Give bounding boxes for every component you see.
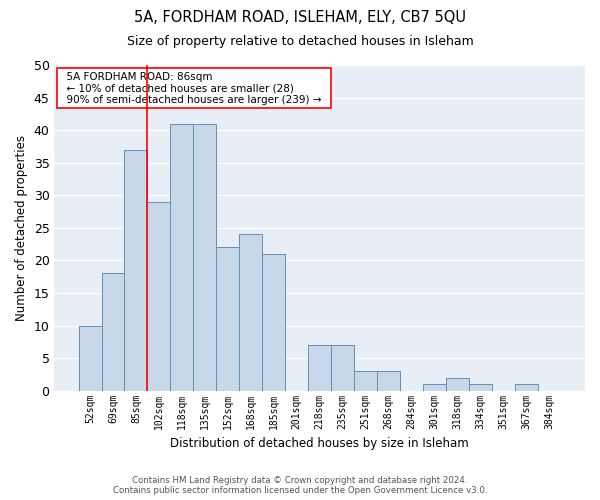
Bar (101, 274, 124, 390)
Text: 5A, FORDHAM ROAD, ISLEHAM, ELY, CB7 5QU: 5A, FORDHAM ROAD, ISLEHAM, ELY, CB7 5QU (134, 10, 466, 25)
Text: Size of property relative to detached houses in Isleham: Size of property relative to detached ho… (127, 35, 473, 48)
X-axis label: Distribution of detached houses by size in Isleham: Distribution of detached houses by size … (170, 437, 469, 450)
Text: 5A FORDHAM ROAD: 86sqm
  ← 10% of detached houses are smaller (28)
  90% of semi: 5A FORDHAM ROAD: 86sqm ← 10% of detached… (60, 72, 328, 104)
Bar (331, 345, 354, 391)
Bar (239, 234, 262, 390)
Bar (79, 326, 101, 390)
Bar (515, 384, 538, 390)
Bar (217, 248, 239, 390)
Y-axis label: Number of detached properties: Number of detached properties (15, 135, 28, 321)
Bar (469, 384, 492, 390)
Bar (446, 378, 469, 390)
Bar (262, 254, 285, 390)
Bar (423, 384, 446, 390)
Bar (354, 371, 377, 390)
Bar (193, 124, 217, 390)
Bar (308, 345, 331, 391)
Text: Contains HM Land Registry data © Crown copyright and database right 2024.
Contai: Contains HM Land Registry data © Crown c… (113, 476, 487, 495)
Bar (170, 124, 193, 390)
Bar (148, 202, 170, 390)
Bar (377, 371, 400, 390)
Bar (124, 150, 148, 390)
